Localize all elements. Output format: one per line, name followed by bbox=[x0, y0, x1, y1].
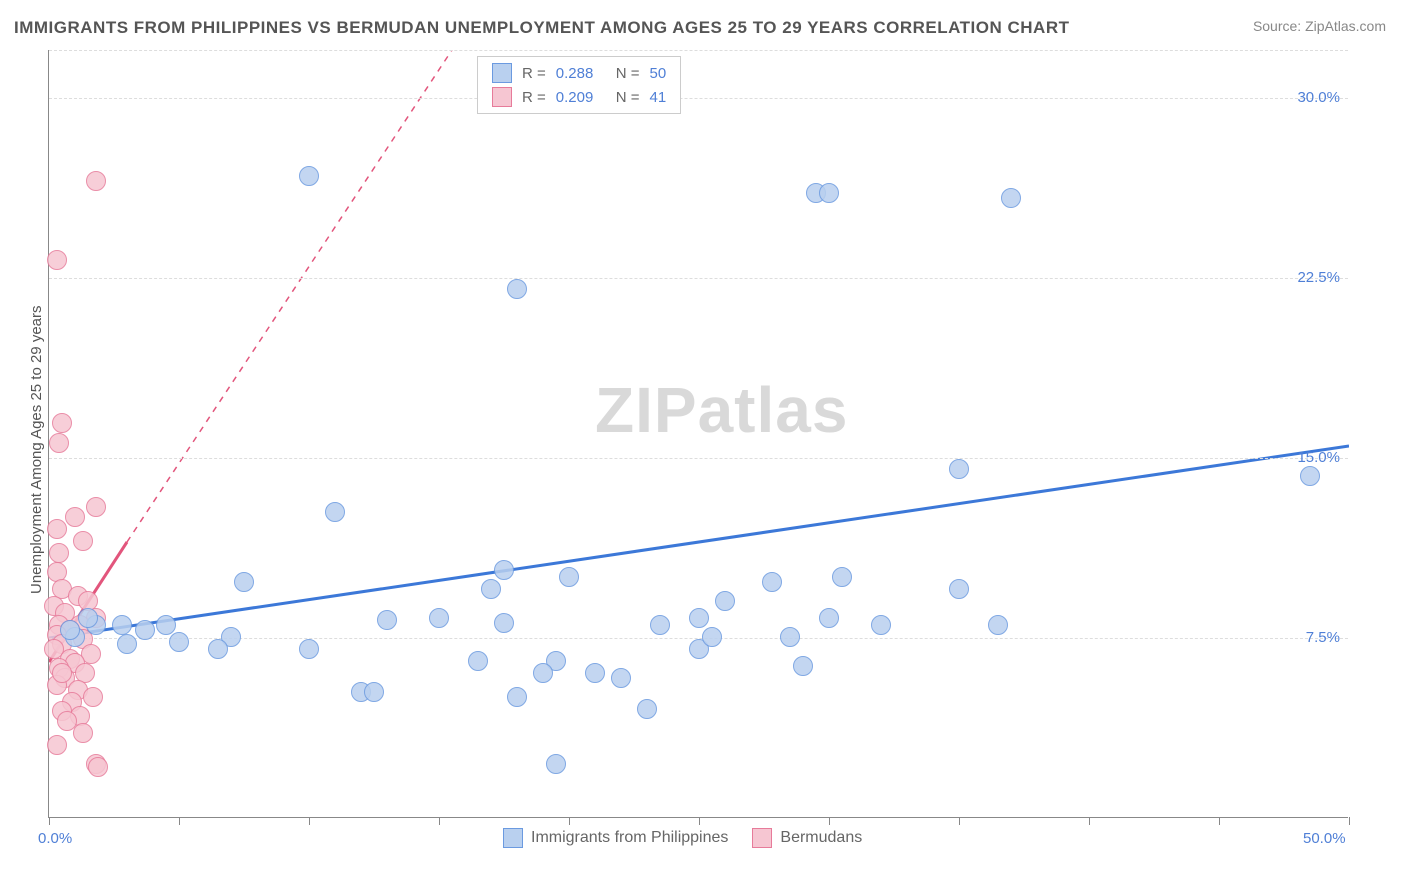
data-point bbox=[86, 171, 106, 191]
data-point bbox=[949, 459, 969, 479]
data-point bbox=[494, 560, 514, 580]
legend-stat-row: R =0.209N =41 bbox=[492, 87, 666, 107]
x-tick bbox=[309, 817, 310, 825]
x-tick bbox=[569, 817, 570, 825]
legend-swatch bbox=[503, 828, 523, 848]
x-tick bbox=[959, 817, 960, 825]
legend-series-label: Bermudans bbox=[780, 829, 862, 847]
legend-series: Immigrants from Philippines Bermudans bbox=[503, 828, 862, 848]
data-point bbox=[585, 663, 605, 683]
data-point bbox=[762, 572, 782, 592]
x-tick bbox=[829, 817, 830, 825]
data-point bbox=[559, 567, 579, 587]
data-point bbox=[60, 620, 80, 640]
data-point bbox=[546, 754, 566, 774]
data-point bbox=[819, 608, 839, 628]
chart-title: IMMIGRANTS FROM PHILIPPINES VS BERMUDAN … bbox=[14, 18, 1069, 38]
gridline bbox=[49, 278, 1348, 279]
data-point bbox=[156, 615, 176, 635]
legend-swatch bbox=[752, 828, 772, 848]
data-point bbox=[780, 627, 800, 647]
data-point bbox=[637, 699, 657, 719]
data-point bbox=[819, 183, 839, 203]
data-point bbox=[299, 166, 319, 186]
data-point bbox=[377, 610, 397, 630]
x-tick bbox=[1349, 817, 1350, 825]
data-point bbox=[86, 497, 106, 517]
data-point bbox=[52, 413, 72, 433]
data-point bbox=[871, 615, 891, 635]
data-point bbox=[49, 433, 69, 453]
data-point bbox=[494, 613, 514, 633]
data-point bbox=[715, 591, 735, 611]
data-point bbox=[507, 687, 527, 707]
data-point bbox=[533, 663, 553, 683]
data-point bbox=[49, 543, 69, 563]
data-point bbox=[47, 735, 67, 755]
data-point bbox=[88, 757, 108, 777]
gridline bbox=[49, 458, 1348, 459]
legend-stat-row: R =0.288N =50 bbox=[492, 63, 666, 83]
y-tick-label: 22.5% bbox=[1280, 269, 1340, 286]
data-point bbox=[83, 687, 103, 707]
data-point bbox=[47, 250, 67, 270]
data-point bbox=[988, 615, 1008, 635]
data-point bbox=[65, 507, 85, 527]
data-point bbox=[117, 634, 137, 654]
data-point bbox=[208, 639, 228, 659]
data-point bbox=[468, 651, 488, 671]
data-point bbox=[299, 639, 319, 659]
x-tick bbox=[1089, 817, 1090, 825]
gridline bbox=[49, 50, 1348, 51]
legend-series-label: Immigrants from Philippines bbox=[531, 829, 728, 847]
watermark: ZIPatlas bbox=[595, 373, 848, 447]
data-point bbox=[73, 723, 93, 743]
data-point bbox=[47, 519, 67, 539]
data-point bbox=[234, 572, 254, 592]
data-point bbox=[135, 620, 155, 640]
y-tick-label: 15.0% bbox=[1280, 449, 1340, 466]
x-axis-min-label: 0.0% bbox=[38, 830, 72, 847]
y-tick-label: 30.0% bbox=[1280, 89, 1340, 106]
data-point bbox=[689, 608, 709, 628]
data-point bbox=[429, 608, 449, 628]
data-point bbox=[73, 531, 93, 551]
y-tick-label: 7.5% bbox=[1280, 629, 1340, 646]
x-tick bbox=[699, 817, 700, 825]
data-point bbox=[169, 632, 189, 652]
x-tick bbox=[439, 817, 440, 825]
data-point bbox=[507, 279, 527, 299]
scatter-plot-area: ZIPatlas 7.5% 15.0% 22.5% 30.0% bbox=[48, 50, 1348, 818]
data-point bbox=[949, 579, 969, 599]
trend-lines bbox=[49, 50, 1349, 818]
legend-stats-box: R =0.288N =50 R =0.209N =41 bbox=[477, 56, 681, 114]
data-point bbox=[793, 656, 813, 676]
data-point bbox=[650, 615, 670, 635]
data-point bbox=[1300, 466, 1320, 486]
x-axis-max-label: 50.0% bbox=[1303, 830, 1346, 847]
y-axis-label: Unemployment Among Ages 25 to 29 years bbox=[28, 305, 45, 594]
data-point bbox=[1001, 188, 1021, 208]
source-label: Source: ZipAtlas.com bbox=[1253, 18, 1386, 34]
data-point bbox=[832, 567, 852, 587]
data-point bbox=[611, 668, 631, 688]
x-tick bbox=[49, 817, 50, 825]
x-tick bbox=[179, 817, 180, 825]
x-tick bbox=[1219, 817, 1220, 825]
legend-swatch bbox=[492, 63, 512, 83]
data-point bbox=[112, 615, 132, 635]
data-point bbox=[364, 682, 384, 702]
data-point bbox=[52, 663, 72, 683]
legend-series-item: Immigrants from Philippines bbox=[503, 828, 728, 848]
data-point bbox=[325, 502, 345, 522]
data-point bbox=[78, 608, 98, 628]
data-point bbox=[702, 627, 722, 647]
gridline bbox=[49, 98, 1348, 99]
data-point bbox=[481, 579, 501, 599]
legend-series-item: Bermudans bbox=[752, 828, 862, 848]
legend-swatch bbox=[492, 87, 512, 107]
